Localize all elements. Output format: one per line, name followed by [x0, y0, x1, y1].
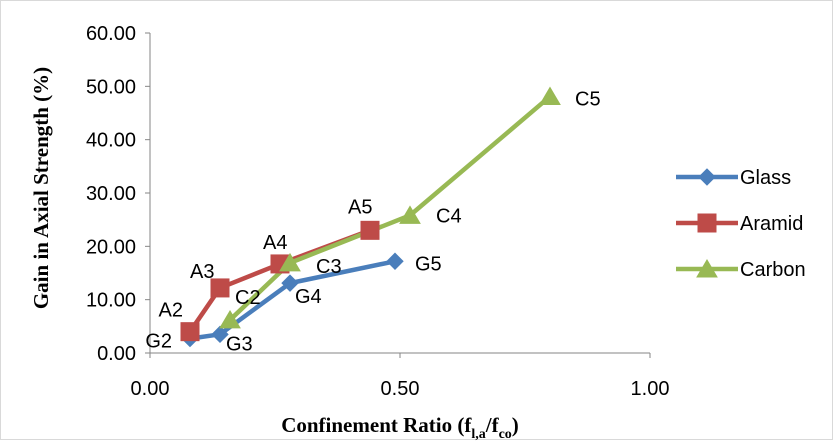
- legend-carbon-marker: [696, 259, 718, 278]
- glass-marker: [386, 252, 404, 270]
- carbon-marker: [399, 205, 421, 224]
- glass-point-label: G5: [415, 253, 442, 275]
- series-lines: [188, 94, 552, 341]
- aramid-point-label: A5: [348, 196, 372, 218]
- axes: 0.00 10.00 20.00 30.00 40.00 50.00 60.00 0.00 0.…: [86, 23, 670, 400]
- glass-point-label: G4: [295, 286, 322, 308]
- point-labels: G2 G3 G4 G5 A2 A3 A4 A5 C2 C3 C4 C5: [145, 88, 600, 355]
- carbon-point-label: C5: [575, 88, 601, 110]
- legend-aramid-label: Aramid: [740, 213, 803, 235]
- y-tick-label: 0.00: [97, 343, 136, 365]
- x-tick-label: 0.00: [131, 378, 170, 400]
- aramid-marker: [180, 322, 200, 342]
- glass-point-label: G3: [226, 333, 253, 355]
- aramid-point-label: A4: [263, 232, 287, 254]
- x-tick-label: 1.00: [631, 378, 670, 400]
- aramid-marker: [360, 220, 380, 240]
- glass-marker: [281, 274, 299, 292]
- aramid-point-label: A3: [190, 261, 214, 283]
- carbon-marker: [279, 252, 301, 272]
- glass-point-label: G2: [145, 331, 172, 353]
- glass-marker: [211, 325, 229, 344]
- legend-glass-label: Glass: [740, 167, 791, 189]
- series-markers: [180, 86, 561, 348]
- carbon-point-label: C2: [235, 287, 261, 309]
- x-tick-label: 0.50: [381, 378, 420, 400]
- y-tick-label: 40.00: [86, 130, 136, 152]
- carbon-marker: [539, 86, 561, 105]
- y-tick-label: 50.00: [86, 76, 136, 98]
- aramid-marker: [210, 278, 230, 298]
- legend-glass-marker: [698, 168, 716, 186]
- y-tick-label: 20.00: [86, 236, 136, 258]
- legend-carbon-label: Carbon: [740, 259, 806, 281]
- carbon-series-line: [228, 94, 552, 322]
- y-tick-label: 30.00: [86, 183, 136, 205]
- legend: Glass Aramid Carbon: [676, 167, 806, 281]
- y-tick-label: 10.00: [86, 290, 136, 312]
- carbon-marker: [219, 309, 241, 329]
- x-axis-title: Confinement Ratio (fl,a/fco): [281, 413, 519, 441]
- y-tick-label: 60.00: [86, 23, 136, 45]
- carbon-point-label: C4: [436, 205, 462, 227]
- glass-series-line: [189, 259, 396, 341]
- y-axis-title: Gain in Axial Strength (%): [29, 67, 53, 309]
- aramid-point-label: A2: [159, 300, 183, 322]
- carbon-point-label: C3: [316, 256, 342, 278]
- legend-aramid-marker: [697, 213, 717, 233]
